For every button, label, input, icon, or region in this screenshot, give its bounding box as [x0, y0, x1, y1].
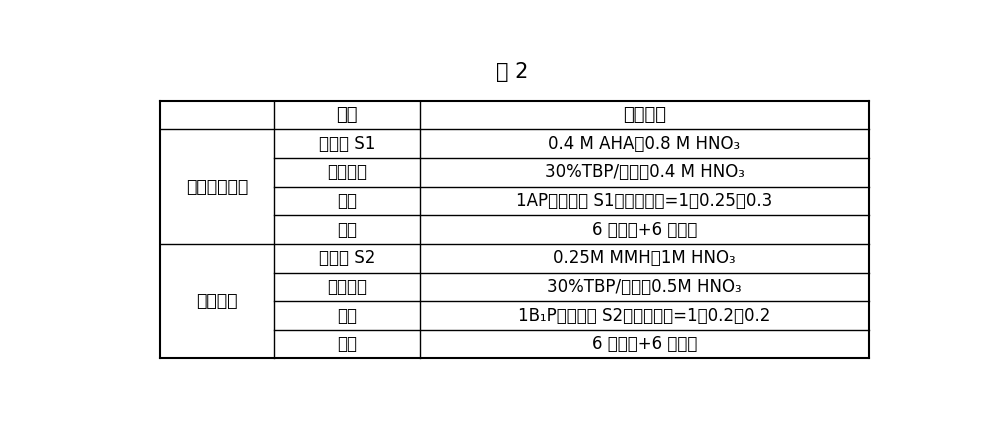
Text: 1B₁P：反萃剂 S2：铀补萃剂=1：0.2：0.2: 1B₁P：反萃剂 S2：铀补萃剂=1：0.2：0.2	[518, 306, 771, 325]
Text: 0.25M MMH，1M HNO₃: 0.25M MMH，1M HNO₃	[553, 249, 736, 267]
Text: 流比: 流比	[337, 306, 357, 325]
Text: 级数: 级数	[337, 221, 357, 239]
Text: 锌、钚反萃槽: 锌、钚反萃槽	[186, 178, 248, 196]
Text: 反萃剂 S1: 反萃剂 S1	[319, 135, 375, 153]
Text: 铀补萃剂: 铀补萃剂	[327, 163, 367, 181]
Text: 表 2: 表 2	[496, 62, 529, 82]
Text: 1AP：反萃剂 S1：铀补萃剂=1：0.25：0.3: 1AP：反萃剂 S1：铀补萃剂=1：0.25：0.3	[516, 192, 773, 210]
Text: 6 级反萃+6 级补萃: 6 级反萃+6 级补萃	[592, 221, 697, 239]
Text: 锝反萃槽: 锝反萃槽	[196, 292, 238, 310]
Text: 30%TBP/煤油，0.5M HNO₃: 30%TBP/煤油，0.5M HNO₃	[547, 278, 742, 296]
Text: 0.4 M AHA，0.8 M HNO₃: 0.4 M AHA，0.8 M HNO₃	[548, 135, 741, 153]
Text: 6 级反萃+6 级补萃: 6 级反萃+6 级补萃	[592, 335, 697, 353]
Text: 30%TBP/煤油，0.4 M HNO₃: 30%TBP/煤油，0.4 M HNO₃	[545, 163, 744, 181]
Text: 项目: 项目	[336, 106, 358, 124]
Text: 参数条件: 参数条件	[623, 106, 666, 124]
Text: 反萃剂 S2: 反萃剂 S2	[319, 249, 375, 267]
Text: 流比: 流比	[337, 192, 357, 210]
Text: 级数: 级数	[337, 335, 357, 353]
Text: 铀补萃剂: 铀补萃剂	[327, 278, 367, 296]
